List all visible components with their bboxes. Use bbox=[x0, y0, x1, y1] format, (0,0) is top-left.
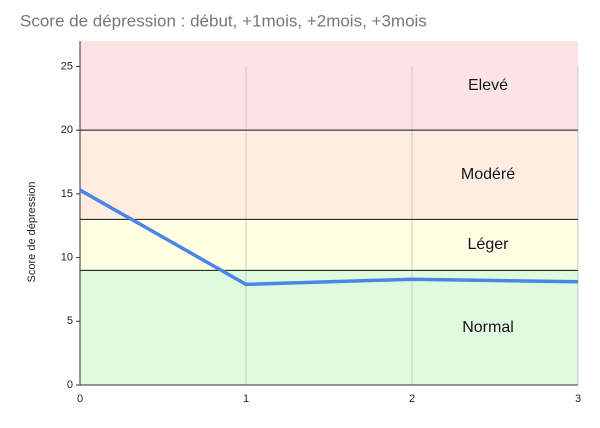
x-tick-label: 3 bbox=[575, 393, 581, 405]
y-tick-label: 20 bbox=[61, 124, 73, 136]
band-label: Elevé bbox=[468, 77, 508, 94]
y-tick-label: 10 bbox=[61, 251, 73, 263]
chart-title: Score de dépression : début, +1mois, +2m… bbox=[20, 11, 427, 30]
band-label: Normal bbox=[462, 319, 514, 336]
band-label: Léger bbox=[468, 236, 510, 253]
y-axis-label: Score de dépression bbox=[26, 182, 38, 283]
y-tick-label: 0 bbox=[67, 379, 73, 391]
x-tick-label: 2 bbox=[409, 393, 415, 405]
x-tick-label: 1 bbox=[243, 393, 249, 405]
y-tick-label: 25 bbox=[61, 60, 73, 72]
band bbox=[80, 270, 578, 385]
band bbox=[80, 219, 578, 271]
band bbox=[80, 130, 578, 220]
x-tick-label: 0 bbox=[77, 393, 83, 405]
band-label: Modéré bbox=[461, 166, 515, 183]
y-tick-label: 5 bbox=[67, 315, 73, 327]
line bbox=[79, 188, 579, 287]
band bbox=[80, 41, 578, 131]
y-tick-label: 15 bbox=[61, 188, 73, 200]
